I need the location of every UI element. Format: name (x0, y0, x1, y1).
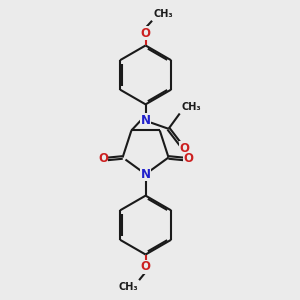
Text: O: O (98, 152, 108, 165)
Text: O: O (141, 27, 151, 40)
Text: CH₃: CH₃ (118, 282, 138, 292)
Text: O: O (179, 142, 190, 155)
Text: O: O (183, 152, 193, 165)
Text: CH₃: CH₃ (181, 102, 201, 112)
Text: N: N (141, 168, 151, 181)
Text: N: N (141, 114, 151, 127)
Text: CH₃: CH₃ (154, 9, 173, 19)
Text: O: O (141, 260, 151, 273)
